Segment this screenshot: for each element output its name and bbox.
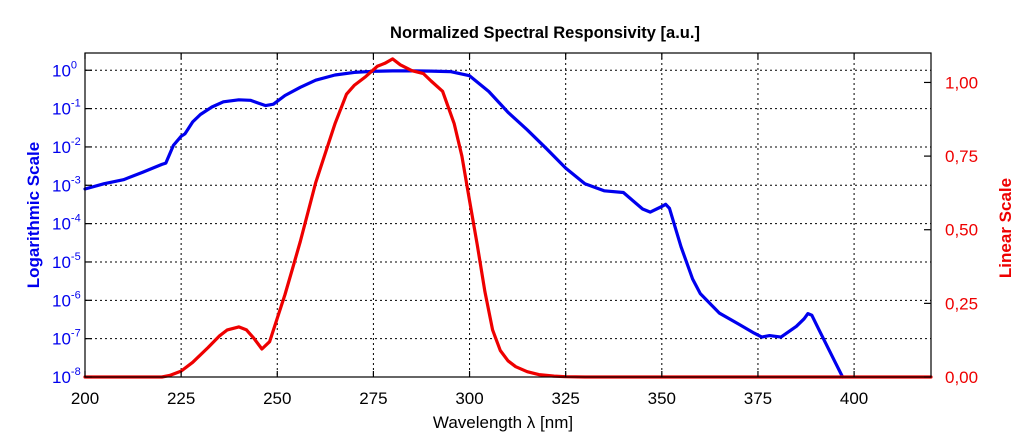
grid: [85, 53, 931, 377]
y-right-tick-label: 0,75: [945, 147, 978, 166]
right-axis-label: Linear Scale: [996, 178, 1015, 278]
y-left-tick-label: 10-8: [52, 366, 81, 387]
tick-labels: 200 225 250 275 300 325 350 375 400 100 10-1 10-2 10…: [52, 59, 978, 408]
y-left-tick-label: 10-7: [52, 328, 81, 349]
x-tick-label: 250: [263, 389, 291, 408]
x-tick-label: 325: [551, 389, 579, 408]
x-tick-label: 400: [840, 389, 868, 408]
x-tick-label: 300: [455, 389, 483, 408]
y-left-tick-label: 10-4: [52, 213, 81, 234]
y-right-tick-label: 0,50: [945, 221, 978, 240]
chart-title: Normalized Spectral Responsivity [a.u.]: [390, 24, 700, 42]
left-axis-label: Logarithmic Scale: [24, 142, 43, 288]
x-tick-label: 225: [167, 389, 195, 408]
y-left-tick-label: 10-5: [52, 251, 81, 272]
y-right-tick-label: 0,00: [945, 368, 978, 387]
series-layer: [83, 57, 933, 379]
ticks: [84, 53, 931, 378]
linear-scale-series-line: [83, 57, 933, 379]
x-tick-label: 200: [71, 389, 99, 408]
y-left-tick-label: 10-2: [52, 136, 81, 157]
x-tick-label: 375: [744, 389, 772, 408]
x-tick-label: 350: [648, 389, 676, 408]
y-left-tick-label: 10-1: [52, 98, 81, 119]
plot-frame: [84, 52, 932, 378]
y-right-tick-label: 0,25: [945, 294, 978, 313]
x-tick-label: 275: [359, 389, 387, 408]
log-scale-series-line: [83, 69, 845, 379]
y-left-tick-label: 10-6: [52, 289, 81, 310]
y-left-tick-label: 100: [52, 59, 77, 80]
y-right-tick-label: 1,00: [945, 73, 978, 92]
x-axis-label: Wavelength λ [nm]: [433, 413, 573, 432]
y-left-tick-label: 10-3: [52, 174, 81, 195]
